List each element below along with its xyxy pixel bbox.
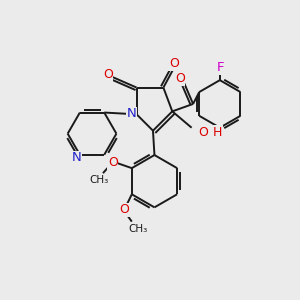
Text: H: H xyxy=(213,126,222,139)
Text: O: O xyxy=(199,126,208,139)
Text: O: O xyxy=(119,203,129,216)
Text: O: O xyxy=(103,68,113,81)
Text: F: F xyxy=(217,61,224,74)
Text: N: N xyxy=(71,151,81,164)
Text: CH₃: CH₃ xyxy=(129,224,148,234)
Text: N: N xyxy=(127,107,136,120)
Text: O: O xyxy=(175,72,185,85)
Text: O: O xyxy=(169,57,179,70)
Text: CH₃: CH₃ xyxy=(89,175,108,185)
Text: O: O xyxy=(108,156,118,169)
